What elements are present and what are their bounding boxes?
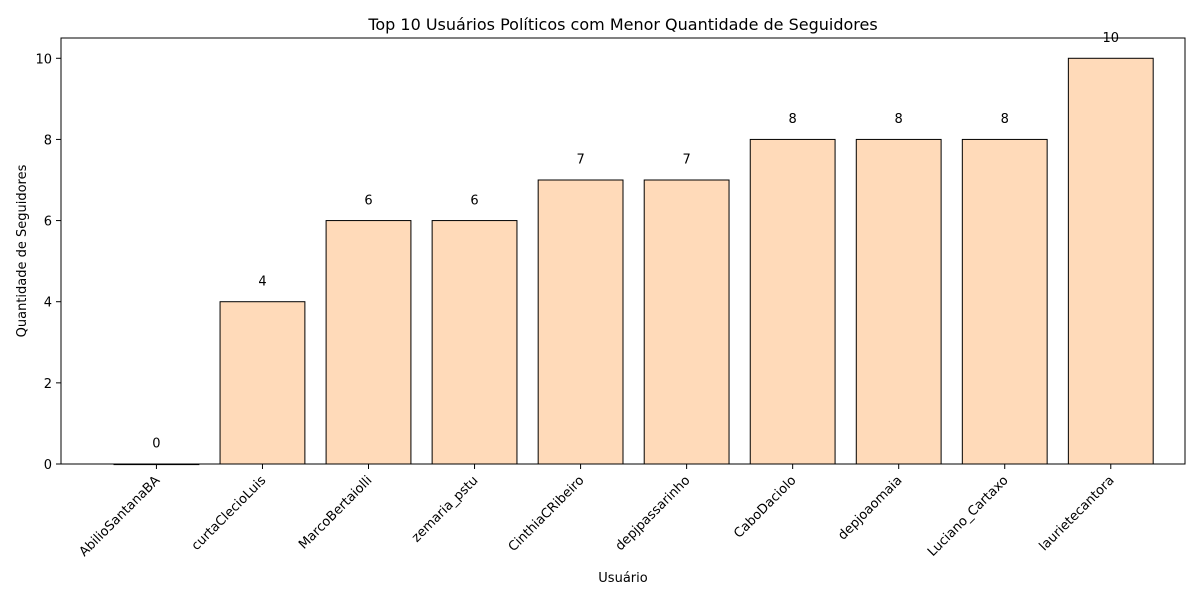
y-tick-label: 6 [44,215,52,230]
data-label: 7 [682,153,690,168]
x-tick-label: AbilioSantanaBA [77,473,164,560]
data-label: 0 [152,437,160,452]
y-tick-label: 0 [44,458,52,473]
bar [643,179,730,465]
x-tick-label: CaboDaciolo [731,473,799,541]
data-labels-group: 046 67 78 8 810 [152,31,1119,452]
bar [961,138,1048,465]
data-label: 8 [789,112,797,127]
data-label: 8 [895,112,903,127]
bar [749,138,836,465]
x-tick-label: zemaria_pstu [409,473,481,545]
x-tick-label: Luciano_Cartaxo [925,473,1012,560]
y-tick-label: 4 [44,296,52,311]
data-label: 6 [470,193,478,208]
y-axis: 0 2 4 6 8 10 [35,52,61,473]
bar [325,220,412,465]
x-tick-label: curtaClecioLuis [189,473,270,554]
bar [855,138,942,465]
data-label: 7 [576,153,584,168]
x-tick-label: laurietecantora [1037,473,1118,554]
bar [431,220,518,465]
y-tick-label: 8 [44,133,52,148]
bar [1067,57,1154,465]
x-tick-label: depjoaomaia [835,473,905,543]
x-tick-label: depjpassarinho [613,473,694,554]
plot-frame [60,37,1186,465]
chart-title: Top 10 Usuários Políticos com Menor Quan… [367,15,877,34]
data-label: 8 [1001,112,1009,127]
data-label: 4 [258,274,266,289]
bar [537,179,624,465]
y-axis-label: Quantidade de Seguidores [15,164,30,337]
x-tick-label: CinthiaCRibeiro [506,473,588,555]
y-tick-label: 2 [44,377,52,392]
data-label: 6 [364,193,372,208]
bars-group [113,57,1154,466]
x-axis: AbilioSantanaBA curtaClecioLuis MarcoBerta… [77,464,1118,560]
x-tick-label: MarcoBertaiolli [296,473,375,552]
y-tick-label: 10 [35,52,52,67]
bar [219,301,306,465]
x-axis-label: Usuário [598,571,647,586]
